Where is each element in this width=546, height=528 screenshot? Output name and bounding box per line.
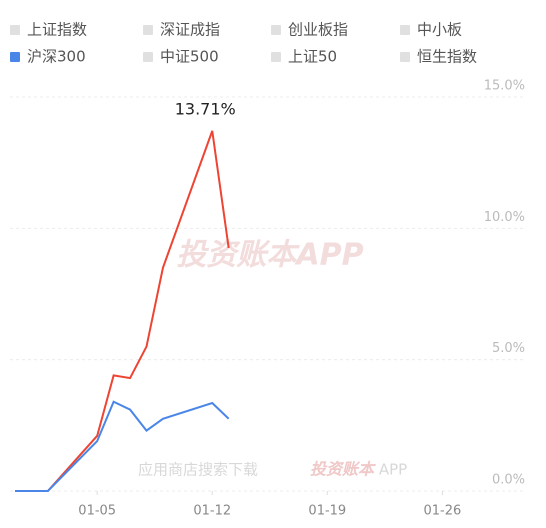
legend-label: 深证成指 <box>160 21 220 39</box>
watermark: 投资账本APP <box>176 238 363 273</box>
x-tick-label: 01-19 <box>308 504 346 519</box>
x-tick-label: 01-26 <box>423 504 461 519</box>
legend-label: 中证500 <box>160 48 219 66</box>
series-line <box>15 400 230 492</box>
footer-watermark: 投资账本 <box>310 460 376 479</box>
x-tick-label: 01-05 <box>78 504 116 519</box>
footer-watermark: 应用商店搜索下载 <box>138 461 258 479</box>
legend-swatch <box>400 52 410 62</box>
legend-label: 中小板 <box>417 21 462 39</box>
footer-watermark: APP <box>379 461 407 479</box>
y-tick-label: 5.0% <box>492 341 525 356</box>
data-label: 13.71% <box>175 99 236 118</box>
y-tick-label: 10.0% <box>484 210 525 225</box>
y-tick-label: 0.0% <box>492 473 525 488</box>
legend-swatch <box>271 52 281 62</box>
legend-swatch <box>143 25 153 35</box>
series-line <box>15 130 230 492</box>
legend-label: 创业板指 <box>288 21 348 39</box>
legend-label: 上证指数 <box>27 21 87 39</box>
legend-swatch <box>271 25 281 35</box>
legend-swatch <box>10 25 20 35</box>
legend-label: 沪深300 <box>27 48 86 66</box>
x-tick-label: 01-12 <box>193 504 231 519</box>
legend-swatch <box>143 52 153 62</box>
y-tick-label: 15.0% <box>484 79 525 94</box>
legend-swatch <box>10 52 20 62</box>
legend-label: 恒生指数 <box>417 48 477 66</box>
legend-label: 上证50 <box>288 48 337 66</box>
legend-swatch <box>400 25 410 35</box>
